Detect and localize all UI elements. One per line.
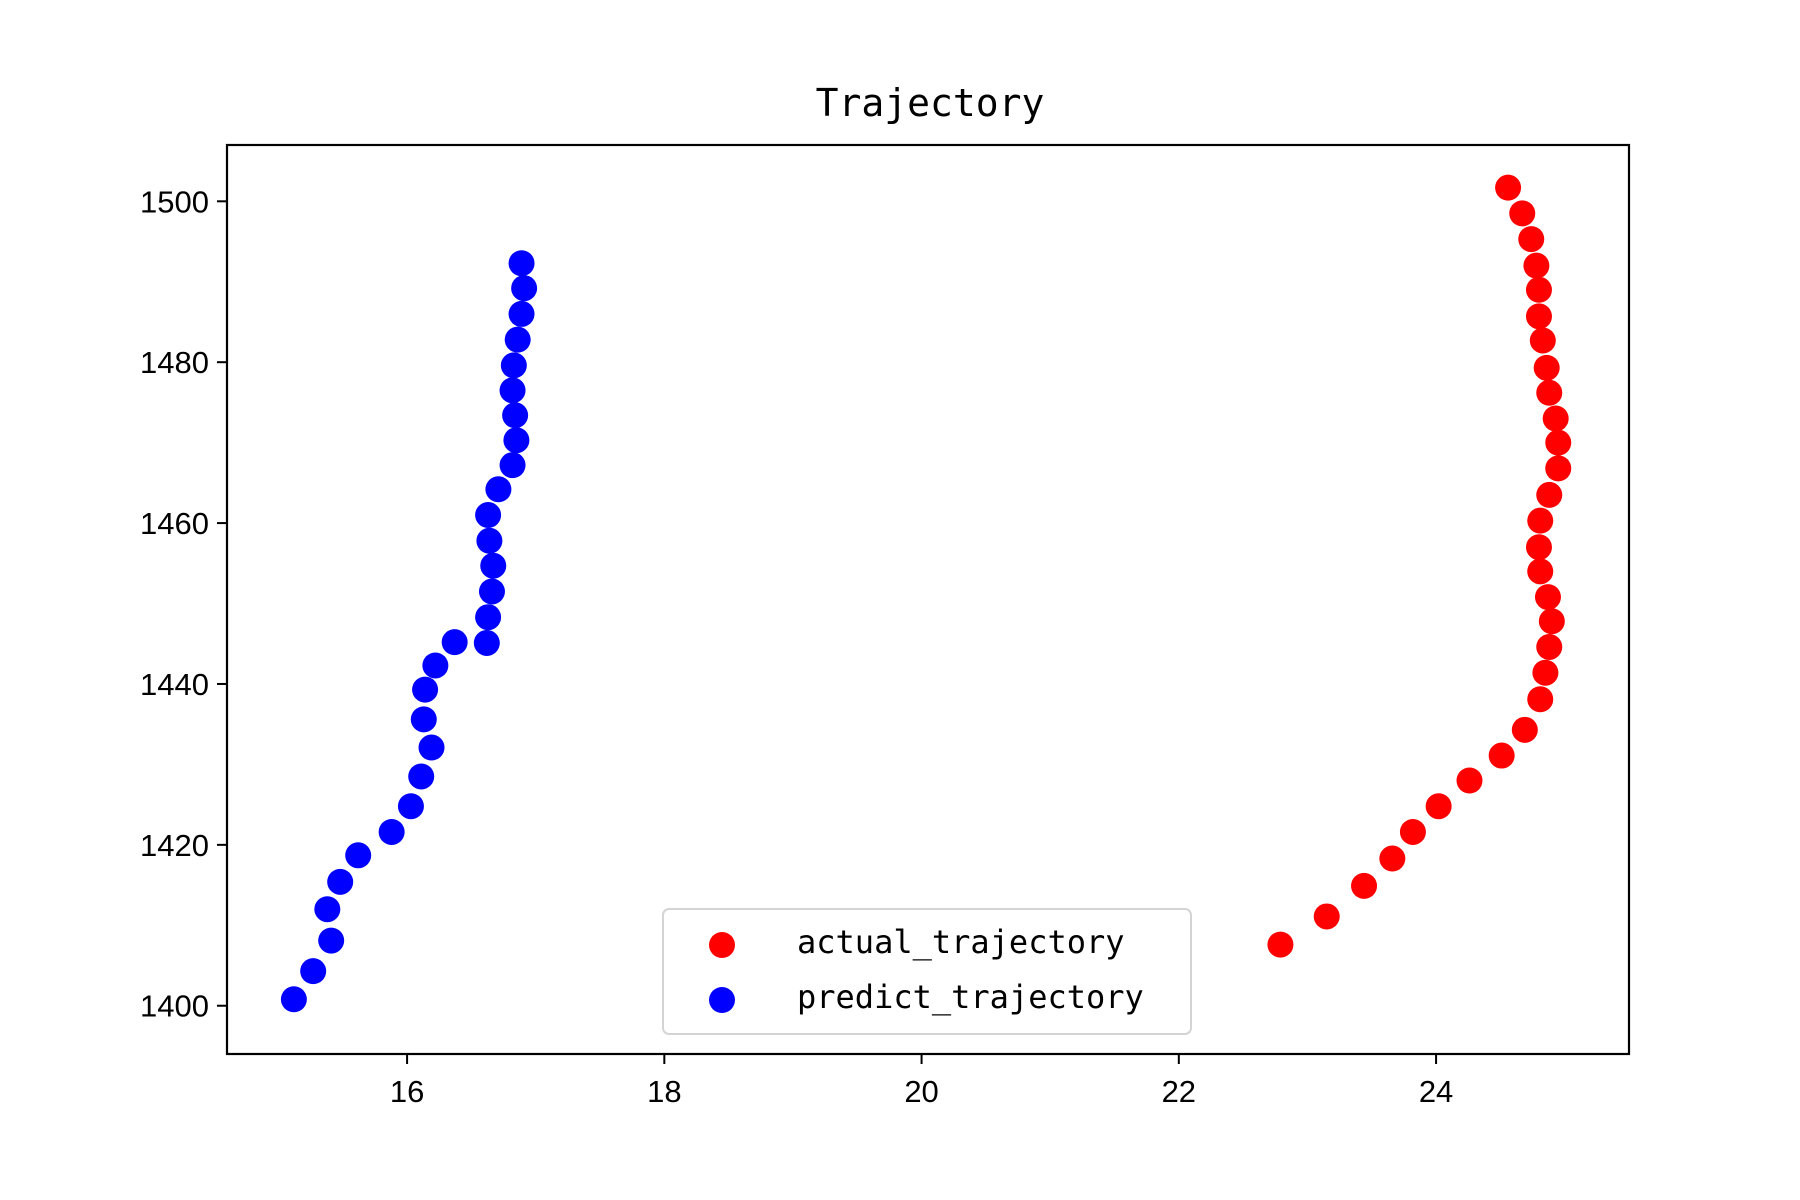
actual-trajectory-point (1525, 303, 1552, 330)
x-tick-label: 24 (1419, 1074, 1453, 1109)
predict-trajectory-point (475, 604, 502, 631)
predict-trajectory-point (478, 578, 505, 605)
predict-trajectory-point (500, 352, 527, 379)
actual-trajectory-point (1488, 742, 1515, 769)
legend-marker-predict-trajectory (709, 987, 735, 1013)
x-tick-label: 16 (390, 1074, 424, 1109)
y-tick-label: 1500 (140, 184, 209, 219)
legend-label-predict-trajectory: predict_trajectory (797, 978, 1144, 1016)
predict-trajectory-point (475, 502, 502, 529)
predict-trajectory-point (410, 706, 437, 733)
axes-frame (225, 143, 1631, 1056)
actual-trajectory-point (1542, 405, 1569, 432)
actual-trajectory-point (1399, 818, 1426, 845)
actual-trajectory-point (1529, 327, 1556, 354)
actual-trajectory-point (1525, 534, 1552, 561)
series-predict-trajectory (280, 250, 538, 1013)
actual-trajectory-point (1518, 226, 1545, 253)
predict-trajectory-point (473, 629, 500, 656)
x-tick-label: 18 (647, 1074, 681, 1109)
actual-trajectory-point (1527, 558, 1554, 585)
y-tick-label: 1480 (140, 345, 209, 380)
predict-trajectory-point (502, 402, 529, 429)
actual-trajectory-point (1527, 507, 1554, 534)
predict-trajectory-point (511, 275, 538, 302)
legend-label-actual-trajectory: actual_trajectory (797, 923, 1125, 961)
predict-trajectory-point (397, 793, 424, 820)
predict-trajectory-point (378, 818, 405, 845)
y-tick-label: 1420 (140, 828, 209, 863)
predict-trajectory-point (314, 896, 341, 923)
predict-trajectory-point (508, 250, 535, 277)
predict-trajectory-point (327, 868, 354, 895)
actual-trajectory-point (1536, 481, 1563, 508)
x-tick-label: 20 (904, 1074, 938, 1109)
predict-trajectory-point (476, 527, 503, 554)
actual-trajectory-point (1534, 584, 1561, 611)
y-tick-label: 1400 (140, 989, 209, 1024)
actual-trajectory-point (1495, 174, 1522, 201)
series-actual-trajectory (1267, 174, 1572, 958)
predict-trajectory-point (300, 958, 327, 985)
predict-trajectory-point (441, 629, 468, 656)
actual-trajectory-point (1523, 252, 1550, 279)
predict-trajectory-point (485, 476, 512, 503)
legend-frame (662, 908, 1192, 1035)
predict-trajectory-point (408, 763, 435, 790)
actual-trajectory-point (1533, 354, 1560, 381)
predict-trajectory-point (418, 734, 445, 761)
predict-trajectory-point (412, 676, 439, 703)
legend: actual_trajectory predict_trajectory (662, 908, 1192, 1035)
axis-ticks: 16 18 20 22 24 1400 1420 1440 1460 1480 1500 (140, 184, 1453, 1109)
actual-trajectory-point (1536, 379, 1563, 406)
chart-title: Trajectory (816, 81, 1045, 125)
predict-trajectory-point (499, 452, 526, 479)
predict-trajectory-point (480, 552, 507, 579)
predict-trajectory-point (508, 300, 535, 327)
y-tick-label: 1460 (140, 506, 209, 541)
actual-trajectory-point (1511, 716, 1538, 743)
actual-trajectory-point (1425, 793, 1452, 820)
predict-trajectory-point (318, 927, 345, 954)
actual-trajectory-point (1525, 276, 1552, 303)
actual-trajectory-point (1456, 767, 1483, 794)
y-tick-label: 1440 (140, 667, 209, 702)
predict-trajectory-point (422, 652, 449, 679)
legend-marker-actual-trajectory (709, 932, 735, 958)
predict-trajectory-point (280, 986, 307, 1013)
actual-trajectory-point (1527, 686, 1554, 713)
actual-trajectory-point (1509, 200, 1536, 227)
predict-trajectory-point (503, 427, 530, 454)
actual-trajectory-point (1545, 429, 1572, 456)
predict-trajectory-point (345, 842, 372, 869)
plot-area (280, 174, 1572, 1013)
actual-trajectory-point (1313, 903, 1340, 930)
actual-trajectory-point (1532, 659, 1559, 686)
actual-trajectory-point (1545, 455, 1572, 482)
actual-trajectory-point (1536, 633, 1563, 660)
predict-trajectory-point (504, 326, 531, 353)
x-tick-label: 22 (1162, 1074, 1196, 1109)
actual-trajectory-point (1538, 608, 1565, 635)
actual-trajectory-point (1267, 931, 1294, 958)
actual-trajectory-point (1379, 845, 1406, 872)
actual-trajectory-point (1351, 872, 1378, 899)
predict-trajectory-point (499, 377, 526, 404)
